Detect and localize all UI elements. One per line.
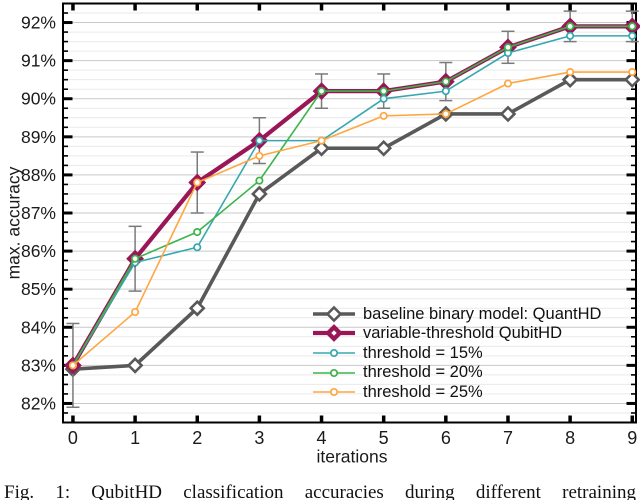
y-tick-label: 87% (21, 203, 56, 223)
legend-item-2: threshold = 15% (312, 343, 601, 363)
legend-label: threshold = 15% (363, 343, 483, 362)
y-tick-label: 91% (21, 51, 56, 71)
legend-swatch-icon (313, 368, 355, 377)
axis-ticks (63, 2, 636, 424)
legend-label: baseline binary model: QuantHD (363, 304, 602, 323)
legend-label: variable-threshold QubitHD (363, 324, 563, 343)
chart-svg: 82% 83% 84% 85% 86% 87% 88% 89% 90% 91% 92% 0 1 2 3 4 5 6… (21, 2, 640, 448)
series-baseline-binary-model-quanthd (64, 71, 640, 378)
y-tick-label: 88% (21, 165, 56, 185)
y-axis-label: max. accuracy (3, 166, 24, 280)
legend-swatch-icon (313, 348, 355, 358)
x-tick-label: 1 (130, 428, 140, 448)
y-tick-label: 89% (21, 127, 56, 147)
x-tick-label: 4 (317, 428, 327, 448)
legend-label: threshold = 20% (363, 363, 483, 382)
x-tick-label: 0 (68, 428, 78, 448)
legend-swatch-icon (313, 388, 355, 397)
y-tick-label: 84% (21, 317, 56, 337)
x-tick-label: 9 (627, 428, 637, 448)
y-tick-labels: 82% 83% 84% 85% 86% 87% 88% 89% 90% 91% 92% (21, 13, 56, 414)
legend-label: threshold = 25% (363, 382, 483, 401)
legend-item-3: threshold = 20% (312, 363, 601, 383)
chart-legend: baseline binary model: QuantHD variable-t… (312, 304, 601, 402)
y-tick-label: 86% (21, 241, 56, 261)
y-tick-label: 92% (21, 13, 56, 33)
y-tick-label: 82% (21, 393, 56, 413)
figure-caption: Fig. 1: QubitHD classification accuracie… (4, 482, 636, 500)
legend-item-1: variable-threshold QubitHD (312, 324, 601, 344)
x-tick-label: 3 (254, 428, 264, 448)
x-tick-label: 2 (192, 428, 202, 448)
legend-item-4: threshold = 25% (312, 382, 601, 402)
x-tick-label: 7 (503, 428, 513, 448)
y-tick-label: 90% (21, 89, 56, 109)
y-tick-label: 85% (21, 279, 56, 299)
x-axis-label: iterations (316, 446, 388, 467)
legend-swatch-icon (313, 324, 355, 343)
series-threshold-25- (68, 68, 637, 370)
series-threshold-20- (68, 22, 637, 370)
y-tick-label: 83% (21, 355, 56, 375)
x-tick-label: 6 (441, 428, 451, 448)
legend-swatch-icon (313, 305, 355, 323)
legend-item-0: baseline binary model: QuantHD (312, 304, 601, 324)
x-tick-label: 5 (379, 428, 389, 448)
gridlines-minor (63, 3, 636, 423)
x-tick-label: 8 (565, 428, 575, 448)
x-tick-labels: 0 1 2 3 4 5 6 7 8 9 (68, 428, 637, 448)
gridlines-major (63, 22, 636, 404)
